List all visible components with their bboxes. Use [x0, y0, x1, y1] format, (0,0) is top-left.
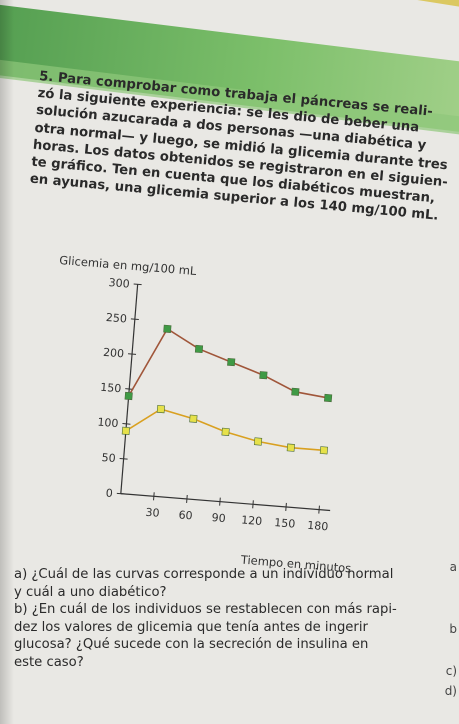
y-tick-label: 50	[101, 451, 116, 465]
x-tick-label: 150	[274, 516, 296, 531]
y-tick-label: 300	[108, 276, 130, 291]
y-tick-label: 150	[100, 381, 122, 396]
question-b-line: b) ¿En cuál de los individuos se restabl…	[14, 602, 397, 617]
question-a-line: y cuál a uno diabético?	[14, 584, 167, 600]
series-1-line	[127, 327, 329, 399]
series-1-point	[324, 393, 333, 403]
x-tick	[186, 494, 188, 504]
x-tick	[252, 500, 254, 509]
glicemia-chart-svg: Glicemia en mg/100 mL Tiempo en minutos …	[59, 253, 352, 575]
chart-series	[121, 324, 333, 455]
series-2-point	[156, 405, 165, 414]
series-2-point	[319, 446, 328, 455]
question-b-line: este caso?	[14, 654, 84, 670]
series-2-point	[286, 443, 295, 452]
question-b-line: dez los valores de glicemia que tenía an…	[14, 619, 368, 635]
y-tick-label: 100	[97, 416, 119, 431]
margin-letter: a	[449, 560, 457, 574]
y-tick	[119, 457, 128, 460]
y-axis-label: Glicemia en mg/100 mL	[59, 253, 198, 278]
series-1-point	[194, 344, 204, 354]
x-tick	[153, 492, 155, 501]
margin-letter: b	[449, 622, 457, 636]
x-tick	[219, 497, 221, 506]
question-b-line: glucosa? ¿Qué sucede con la secreción de…	[14, 637, 369, 652]
series-1-point	[163, 324, 172, 333]
y-tick-label: 200	[103, 346, 125, 361]
series-2-point	[189, 414, 198, 423]
x-tick-label: 90	[211, 511, 226, 525]
problem-number: 5.	[38, 68, 55, 86]
y-tick	[133, 283, 142, 286]
y-tick	[116, 492, 125, 495]
series-1-point	[227, 357, 236, 367]
y-tick	[130, 318, 139, 321]
x-tick-label: 30	[145, 506, 160, 520]
x-tick-label: 180	[307, 519, 329, 534]
y-tick-label: 250	[105, 311, 127, 326]
y-tick	[128, 353, 137, 355]
x-tick	[318, 505, 320, 514]
x-axis-line	[120, 493, 331, 512]
x-tick	[285, 502, 287, 511]
page-decoration-band-yellow	[250, 0, 459, 15]
x-tick-label: 120	[241, 513, 263, 528]
y-tick	[122, 423, 131, 425]
y-tick-label: 0	[105, 486, 113, 500]
margin-letter: d)	[444, 684, 457, 698]
questions: a) ¿Cuál de las curvas corresponde a un …	[14, 566, 434, 671]
series-2-point	[253, 437, 263, 446]
x-tick-label: 60	[178, 508, 193, 522]
question-a-line: a) ¿Cuál de las curvas corresponde a un …	[14, 567, 394, 582]
glicemia-chart: Glicemia en mg/100 mL Tiempo en minutos …	[35, 252, 419, 590]
page-binding-shadow	[0, 0, 14, 724]
margin-letter: c)	[445, 664, 457, 678]
series-2-point	[121, 426, 130, 435]
series-1-point	[259, 371, 268, 380]
chart-axes: 0 50 100 150 200 250 300 30 60 90 120 150 180	[97, 276, 331, 534]
series-1-point	[124, 391, 133, 401]
series-1-point	[291, 387, 300, 396]
series-2-point	[221, 427, 230, 436]
